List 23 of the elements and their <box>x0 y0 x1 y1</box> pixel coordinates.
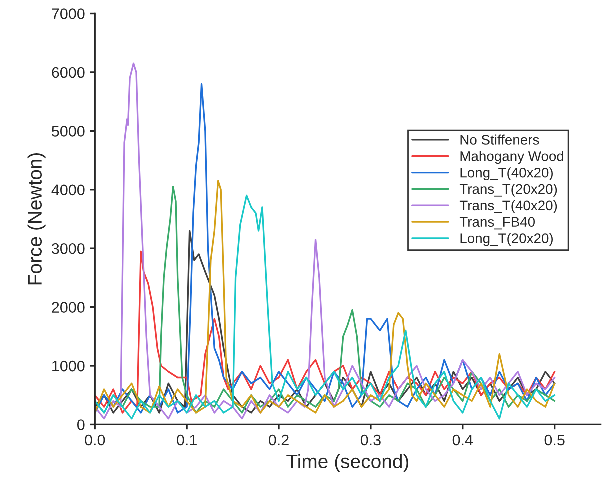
legend-label: Long_T(40x20) <box>460 168 553 181</box>
x-tick-label: 0.2 <box>268 434 289 446</box>
y-axis-title: Force (Newton) <box>28 153 46 285</box>
x-tick-label: 0.5 <box>544 434 565 446</box>
x-tick-label: 0.0 <box>85 434 106 446</box>
x-tick-label: 0.1 <box>177 434 197 446</box>
legend-label: No Stiffeners <box>460 134 540 145</box>
x-tick-label: 0.4 <box>452 434 474 446</box>
y-tick-label: 7000 <box>52 8 85 20</box>
x-tick-label: 0.3 <box>360 434 381 446</box>
y-tick-label: 1000 <box>52 360 85 372</box>
y-tick-label: 6000 <box>52 67 85 78</box>
legend-label: Long_T(20x20) <box>460 233 553 246</box>
legend-label: Mahogany Wood <box>460 151 564 164</box>
y-tick-label: 4000 <box>52 184 85 196</box>
y-tick-label: 3000 <box>52 243 85 254</box>
legend-label: Trans_T(40x20) <box>460 200 558 214</box>
x-axis-title: Time (second) <box>286 454 409 472</box>
legend-label: Trans_T(20x20) <box>460 184 558 197</box>
y-tick-label: 2000 <box>52 302 85 313</box>
y-tick-label: 0 <box>77 420 85 430</box>
legend-label: Trans_FB40 <box>460 217 536 230</box>
y-tick-label: 5000 <box>52 126 85 137</box>
